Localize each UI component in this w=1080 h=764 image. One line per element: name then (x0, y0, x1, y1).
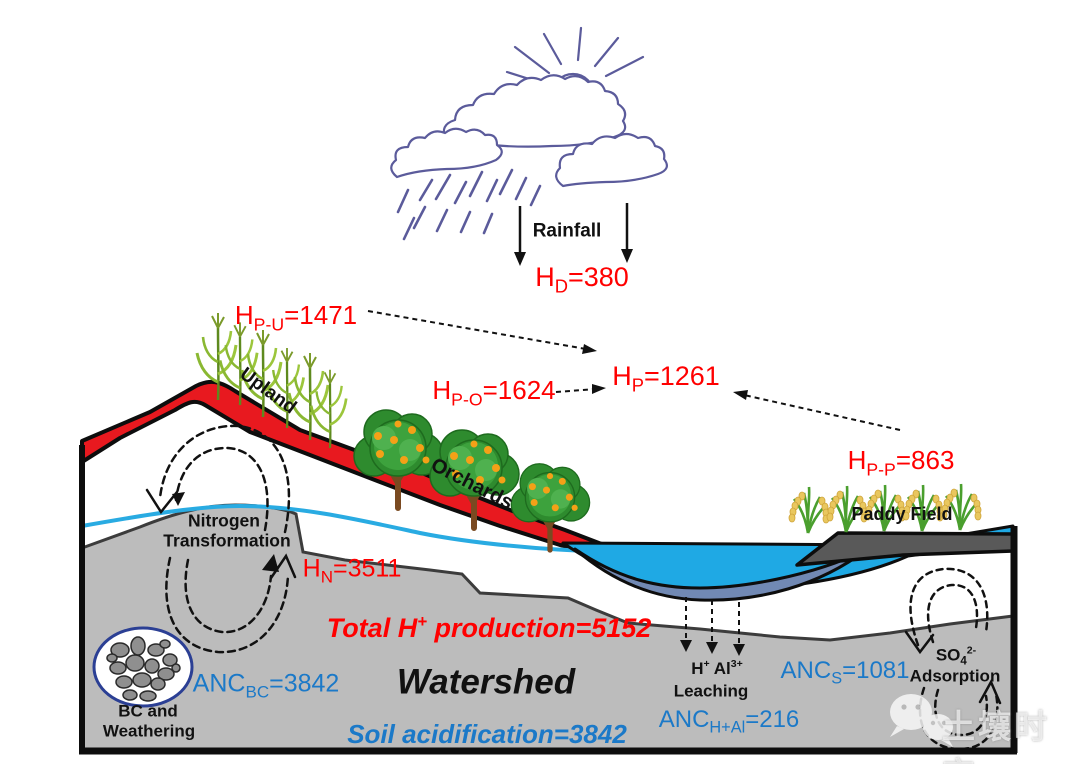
watermark-text: 土壤时空 (942, 708, 1050, 764)
water-table-line (81, 503, 613, 554)
leaching-arrows (680, 597, 745, 656)
hpu-label: HP-U=1471 (234, 300, 358, 335)
cross-section-border (79, 445, 1018, 755)
total-h-production-label: Total H+ production=5152 (326, 612, 652, 643)
bc-rocks-circle (92, 626, 194, 708)
rain-streaks (396, 168, 542, 241)
hd-label: HD=380 (535, 262, 629, 297)
leaching-label-line1: H+ Al3+ (691, 658, 743, 678)
nitrogen-cycle-arrows (145, 424, 297, 654)
paddy-soil-layer (795, 531, 1015, 567)
watershed-label: Watershed (396, 662, 576, 702)
anc-s-label: ANCS=1081 (780, 656, 910, 688)
rainfall-label: Rainfall (532, 220, 602, 242)
so4-label-line2: Adsorption (909, 666, 1001, 686)
hn-label: HN=3511 (302, 554, 402, 587)
nitrogen-label-line2: Transformation (163, 530, 291, 551)
anc-hal-label: ANCH+Al=216 (658, 705, 800, 737)
soil-acidification-label: Soil acidification=3842 (347, 719, 627, 749)
cloud-sun-illustration (390, 26, 668, 241)
bc-weathering-label-line1: BC and (118, 701, 178, 721)
flux-dashed-arrows (367, 310, 901, 431)
anc-bc-label: ANCBC=3842 (192, 669, 340, 702)
hpo-label: HP-O=1624 (432, 375, 556, 410)
so4-label-line1: SO42- (935, 644, 977, 668)
wechat-icon (890, 694, 953, 747)
paddy-field-label: Paddy Field (851, 504, 953, 524)
rainfall-arrows (514, 203, 633, 266)
nitrogen-label-line1: Nitrogen (188, 510, 260, 531)
hp-label: HP=1261 (612, 361, 720, 396)
hpp-label: HP-P=863 (847, 445, 955, 480)
leaching-label-line2: Leaching (673, 681, 749, 701)
bc-weathering-label-line2: Weathering (102, 721, 196, 741)
